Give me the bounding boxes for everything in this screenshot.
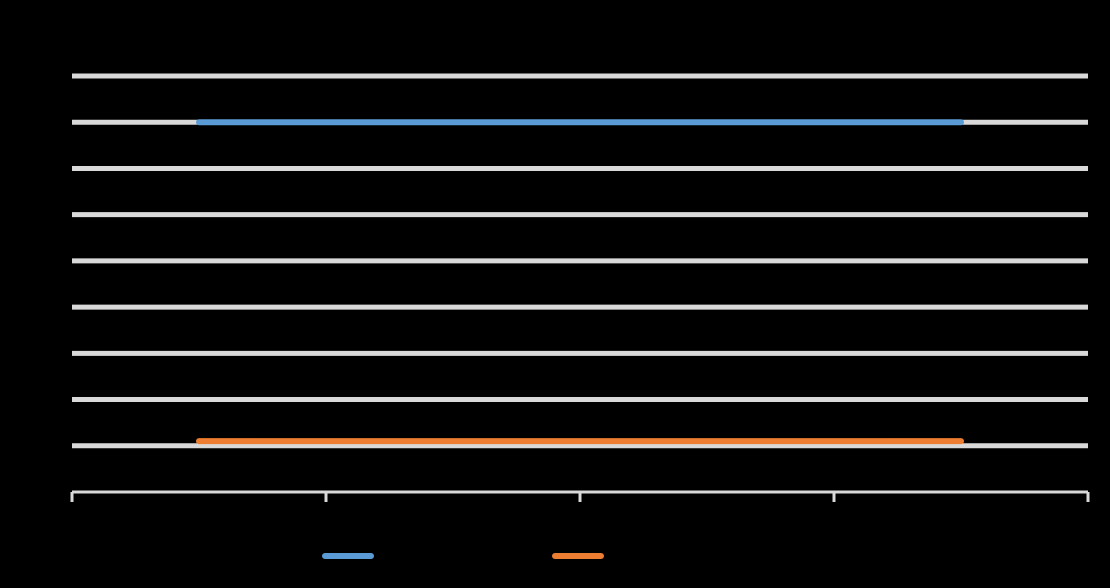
gridlines xyxy=(72,73,1088,449)
series-lines xyxy=(196,119,964,445)
x-axis xyxy=(70,490,1090,502)
